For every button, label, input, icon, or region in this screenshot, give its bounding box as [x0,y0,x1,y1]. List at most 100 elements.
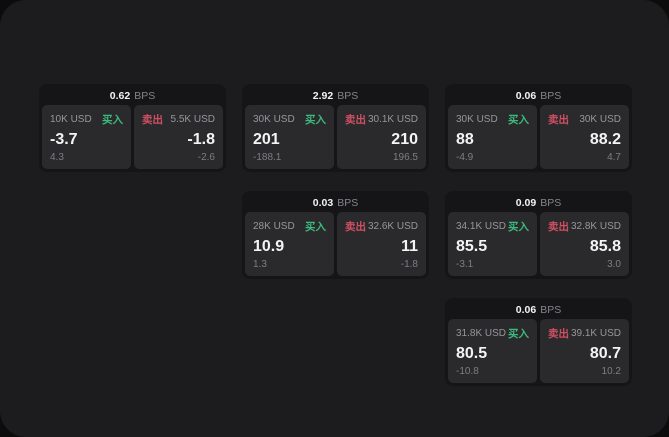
quote-card-header: 0.06 BPS [445,84,632,105]
sell-quote-tile[interactable]: 卖出 30K USD 88.2 4.7 [540,105,629,169]
sell-tile-top-row: 卖出 30.1K USD [345,112,418,127]
buy-tile-top-row: 28K USD 买入 [253,219,326,234]
buy-delta: 4.3 [50,152,64,163]
buy-side-label: 买入 [305,221,326,233]
sell-quote-tile[interactable]: 卖出 32.6K USD 11 -1.8 [337,212,426,276]
buy-price: 88 [456,130,474,148]
quote-card-body: 10K USD 买入 -3.7 4.3 卖出 5.5K USD -1.8 -2.… [39,105,226,172]
buy-quote-tile[interactable]: 30K USD 买入 201 -188.1 [245,105,334,169]
sell-delta: 3.0 [607,259,621,270]
buy-quote-tile[interactable]: 34.1K USD 买入 85.5 -3.1 [448,212,537,276]
quote-card-header: 0.03 BPS [242,191,429,212]
buy-tile-top-row: 30K USD 买入 [253,112,326,127]
quote-card: 0.09 BPS 34.1K USD 买入 85.5 -3.1 卖出 32.8K… [445,191,632,279]
quote-card-body: 31.8K USD 买入 80.5 -10.8 卖出 39.1K USD 80.… [445,319,632,386]
sell-amount: 39.1K USD [570,328,621,339]
buy-delta: -3.1 [456,259,474,270]
buy-price: 10.9 [253,237,285,255]
buy-amount: 30K USD [253,114,295,125]
buy-tile-top-row: 34.1K USD 买入 [456,219,529,234]
quote-card-body: 30K USD 买入 88 -4.9 卖出 30K USD 88.2 4.7 [445,105,632,172]
sell-price: 80.7 [589,344,621,362]
sell-delta: 4.7 [607,152,621,163]
bps-unit-label: BPS [337,90,359,102]
buy-delta: -10.8 [456,366,479,377]
bps-unit-label: BPS [540,197,562,209]
sell-side-label: 卖出 [548,221,569,233]
bps-unit-label: BPS [134,90,156,102]
quote-card-header: 0.06 BPS [445,298,632,319]
sell-amount: 30.1K USD [367,114,418,125]
sell-side-label: 卖出 [142,114,163,126]
buy-quote-tile[interactable]: 31.8K USD 买入 80.5 -10.8 [448,319,537,383]
sell-tile-top-row: 卖出 30K USD [548,112,621,127]
sell-side-label: 卖出 [548,328,569,340]
sell-side-label: 卖出 [345,221,366,233]
buy-amount: 31.8K USD [456,328,507,339]
buy-quote-tile[interactable]: 28K USD 买入 10.9 1.3 [245,212,334,276]
buy-price: 85.5 [456,237,488,255]
sell-amount: 5.5K USD [170,114,215,125]
buy-side-label: 买入 [102,114,123,126]
buy-quote-tile[interactable]: 30K USD 买入 88 -4.9 [448,105,537,169]
quote-card-header: 0.62 BPS [39,84,226,105]
quote-card: 0.03 BPS 28K USD 买入 10.9 1.3 卖出 32.6K US… [242,191,429,279]
buy-amount: 34.1K USD [456,221,507,232]
bps-value: 0.62 [109,90,131,102]
buy-price: 80.5 [456,344,488,362]
sell-delta: -1.8 [400,259,418,270]
sell-amount: 32.8K USD [570,221,621,232]
bps-value: 0.03 [312,197,334,209]
buy-tile-top-row: 30K USD 买入 [456,112,529,127]
buy-side-label: 买入 [305,114,326,126]
sell-price: -1.8 [187,130,215,148]
buy-delta: 1.3 [253,259,267,270]
quote-card-body: 28K USD 买入 10.9 1.3 卖出 32.6K USD 11 -1.8 [242,212,429,279]
buy-delta: -188.1 [253,152,282,163]
buy-amount: 30K USD [456,114,498,125]
quote-card: 2.92 BPS 30K USD 买入 201 -188.1 卖出 30.1K … [242,84,429,172]
sell-delta: 196.5 [392,152,418,163]
quote-card-body: 34.1K USD 买入 85.5 -3.1 卖出 32.8K USD 85.8… [445,212,632,279]
quote-card: 0.06 BPS 31.8K USD 买入 80.5 -10.8 卖出 39.1… [445,298,632,386]
sell-quote-tile[interactable]: 卖出 30.1K USD 210 196.5 [337,105,426,169]
bps-value: 0.06 [515,90,537,102]
sell-price: 11 [401,237,418,255]
sell-price: 88.2 [589,130,621,148]
buy-side-label: 买入 [508,114,529,126]
sell-delta: -2.6 [197,152,215,163]
sell-quote-tile[interactable]: 卖出 5.5K USD -1.8 -2.6 [134,105,223,169]
buy-side-label: 买入 [508,221,529,233]
buy-tile-top-row: 31.8K USD 买入 [456,326,529,341]
quote-card: 0.62 BPS 10K USD 买入 -3.7 4.3 卖出 5.5K USD… [39,84,226,172]
bps-value: 0.06 [515,304,537,316]
sell-price: 210 [391,130,418,148]
quote-card-header: 0.09 BPS [445,191,632,212]
quote-card-header: 2.92 BPS [242,84,429,105]
sell-quote-tile[interactable]: 卖出 39.1K USD 80.7 10.2 [540,319,629,383]
quote-card-body: 30K USD 买入 201 -188.1 卖出 30.1K USD 210 1… [242,105,429,172]
buy-price: -3.7 [50,130,78,148]
sell-delta: 10.2 [601,366,621,377]
bps-unit-label: BPS [540,304,562,316]
buy-price: 201 [253,130,280,148]
buy-delta: -4.9 [456,152,474,163]
sell-quote-tile[interactable]: 卖出 32.8K USD 85.8 3.0 [540,212,629,276]
sell-tile-top-row: 卖出 32.6K USD [345,219,418,234]
buy-amount: 28K USD [253,221,295,232]
sell-side-label: 卖出 [548,114,569,126]
sell-amount: 32.6K USD [367,221,418,232]
bps-unit-label: BPS [337,197,359,209]
buy-tile-top-row: 10K USD 买入 [50,112,123,127]
bps-value: 2.92 [312,90,334,102]
buy-amount: 10K USD [50,114,92,125]
sell-tile-top-row: 卖出 32.8K USD [548,219,621,234]
quote-card: 0.06 BPS 30K USD 买入 88 -4.9 卖出 30K USD 8… [445,84,632,172]
buy-side-label: 买入 [508,328,529,340]
bps-unit-label: BPS [540,90,562,102]
bps-value: 0.09 [515,197,537,209]
sell-amount: 30K USD [579,114,621,125]
buy-quote-tile[interactable]: 10K USD 买入 -3.7 4.3 [42,105,131,169]
sell-tile-top-row: 卖出 39.1K USD [548,326,621,341]
